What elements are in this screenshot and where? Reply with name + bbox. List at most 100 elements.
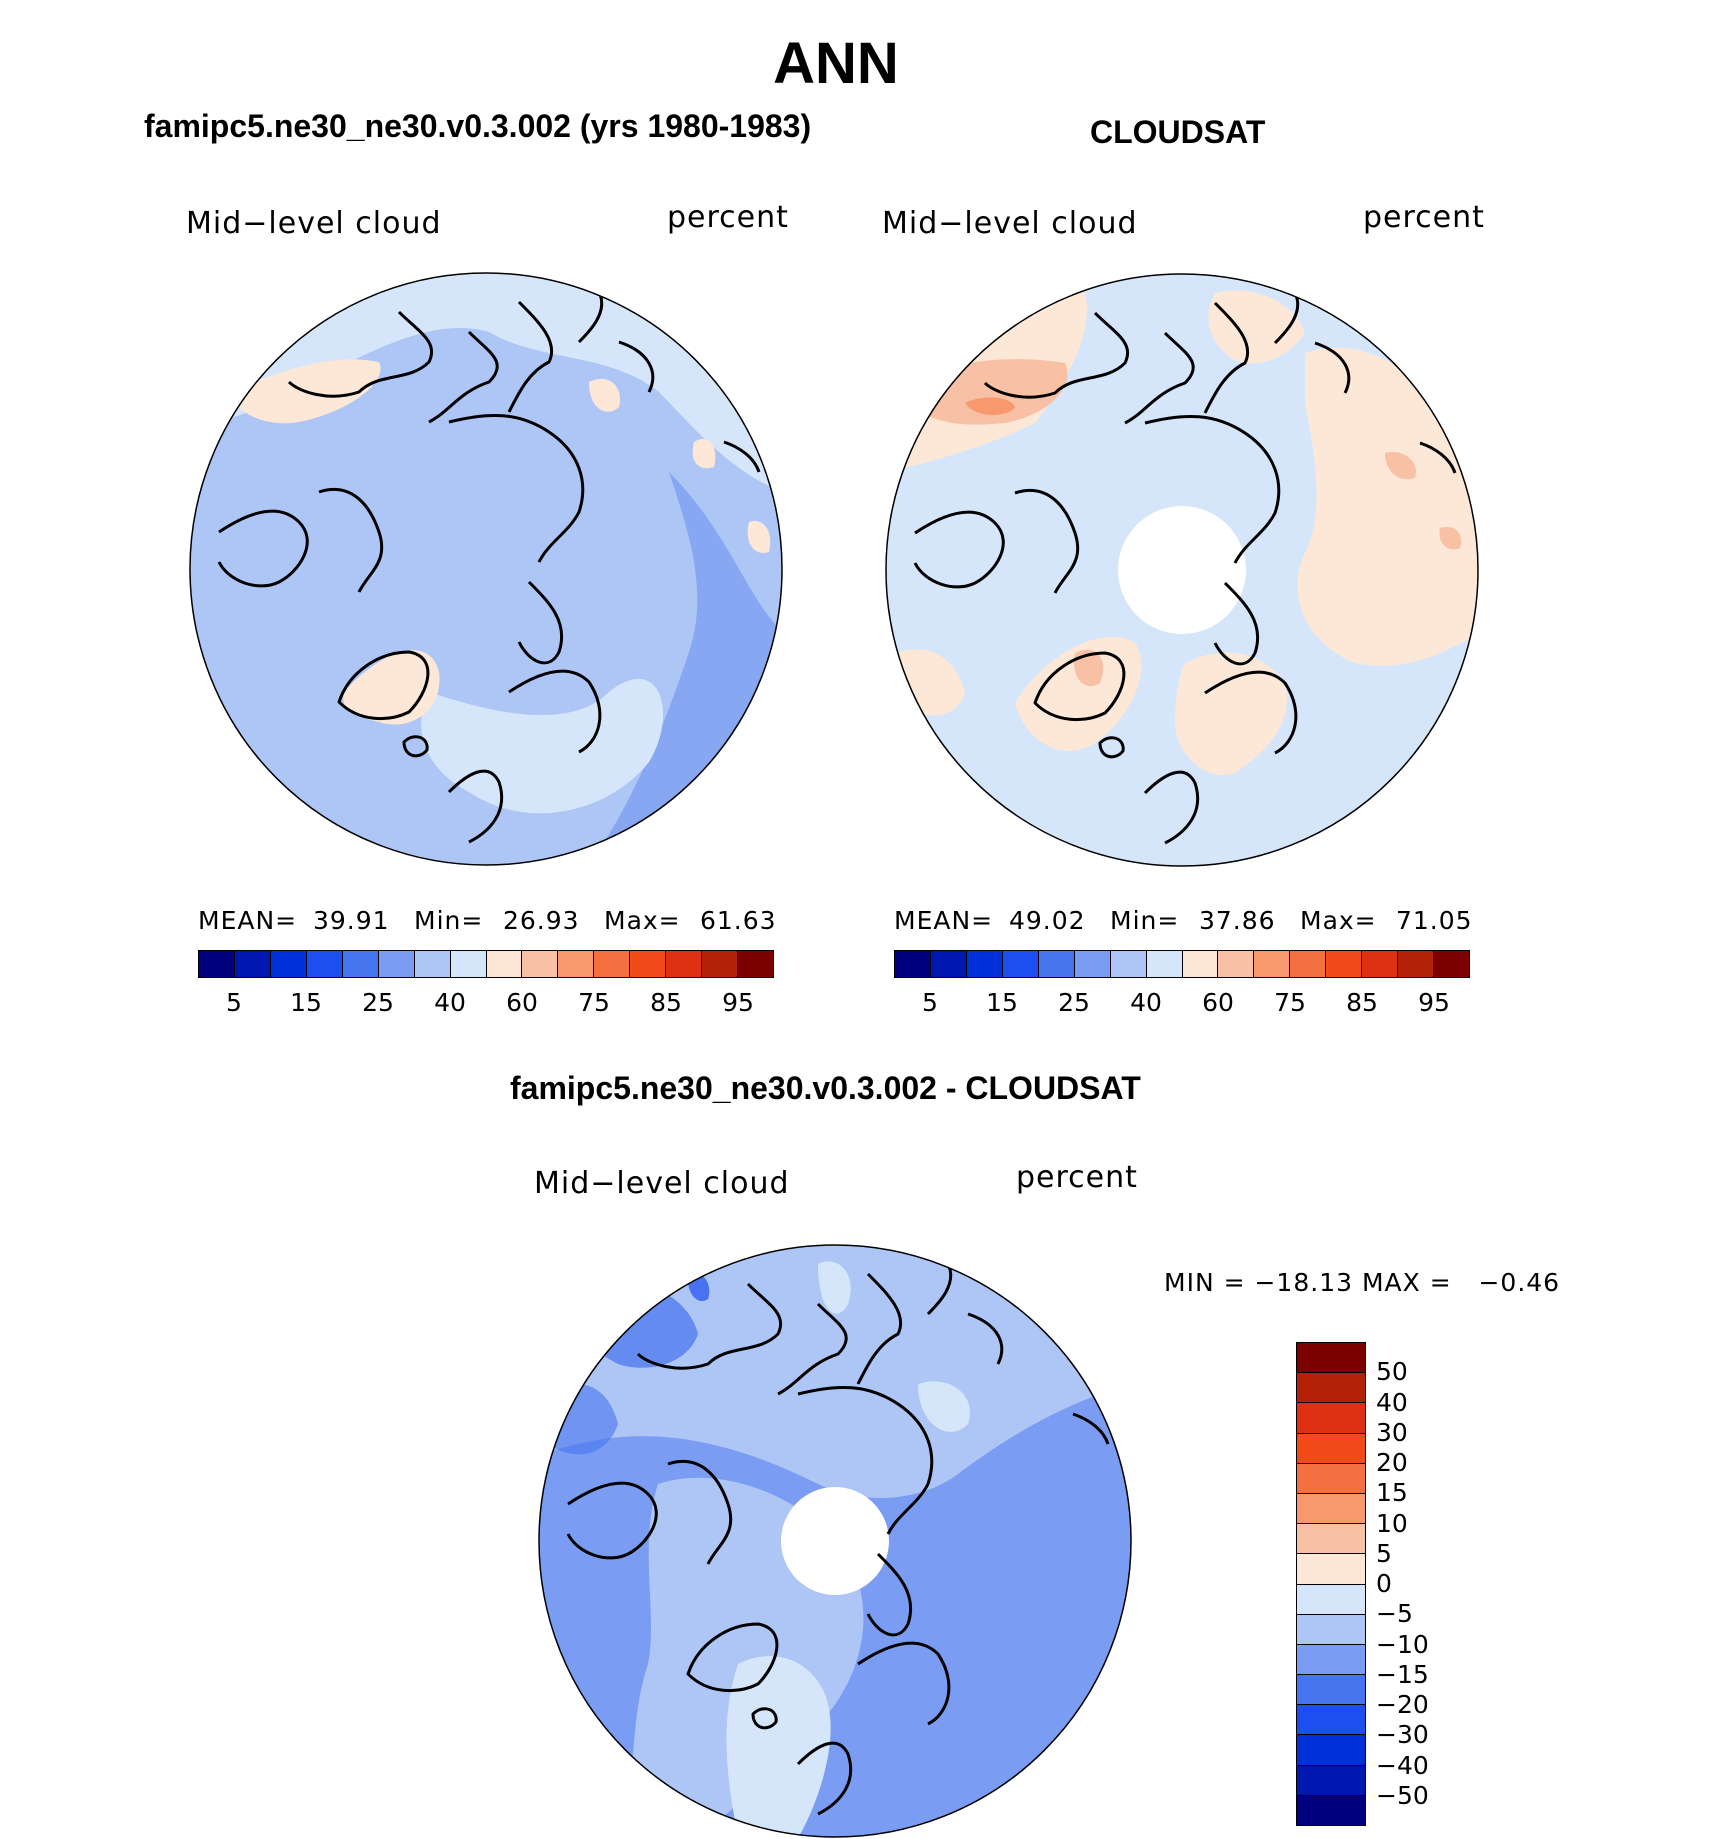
obs-warm-region-east [1297,347,1478,666]
model-colorbar-swatch-6 [414,951,451,977]
model-panel-title: famipc5.ne30_ne30.v0.3.002 (yrs 1980-198… [144,108,812,144]
diff-colorbar-swatch-3 [1297,1433,1365,1464]
diff-colorbar-swatch-15 [1297,1795,1365,1825]
diff-colorbar-tick-13: −40 [1376,1750,1429,1780]
model-warm-patch-1 [589,378,620,412]
diff-lighter-north [539,1245,1131,1498]
model-colorbar-tick-5: 75 [578,988,610,1017]
diff-colorbar-swatch-1 [1297,1373,1365,1404]
obs-colorbar-swatch-8 [1182,951,1219,977]
obs-colorbar-tick-5: 75 [1274,988,1306,1017]
model-mean-value: 39.91 [313,906,390,935]
obs-colorbar-tick-2: 25 [1058,988,1090,1017]
obs-warm-region-north [1208,290,1305,364]
diff-colorbar-swatch-14 [1297,1765,1365,1796]
diff-colorbar-swatch-10 [1297,1644,1365,1676]
diff-colorbar-swatch-2 [1297,1403,1365,1434]
obs-panel-title: CLOUDSAT [1090,114,1266,150]
obs-colorbar-swatch-12 [1326,951,1363,977]
diff-colorbar-swatch-13 [1297,1735,1365,1766]
diff-colorbar-tick-11: −20 [1376,1690,1429,1719]
obs-colorbar-swatch-6 [1110,951,1147,977]
model-colorbar-tick-1: 15 [290,988,322,1017]
diff-colorbar-tick-5: 10 [1376,1508,1408,1538]
model-colorbar-swatch-2 [270,951,307,977]
obs-colorbar-swatch-1 [930,951,967,977]
model-min-label: Min= [414,906,484,935]
model-colorbar-tick-3: 40 [434,988,466,1017]
diff-colorbar-tick-12: −30 [1376,1720,1429,1750]
obs-max-label: Max= [1300,906,1377,935]
model-colorbar-tick-4: 60 [506,988,538,1017]
diff-colorbar-swatch-0 [1297,1343,1365,1374]
obs-colorbar-swatch-4 [1038,951,1075,977]
diff-colorbar-swatch-9 [1297,1614,1365,1645]
model-colorbar-swatch-4 [342,951,379,977]
obs-colorbar-tick-6: 85 [1346,988,1378,1017]
obs-warm-region-europe [1175,652,1287,775]
diff-colorbar-tick-1: 40 [1376,1387,1408,1417]
model-colorbar [198,950,774,978]
model-colorbar-swatch-3 [306,951,343,977]
model-colorbar-swatch-7 [450,951,487,977]
model-colorbar-tick-2: 25 [362,988,394,1017]
diff-colorbar-tick-3: 20 [1376,1448,1408,1477]
diff-colorbar-swatch-11 [1297,1675,1365,1706]
obs-colorbar-swatch-10 [1254,951,1291,977]
diff-light-patch-2 [918,1381,970,1432]
model-europe-light-region [421,678,664,814]
obs-colorbar-tick-7: 95 [1418,988,1450,1017]
obs-variable-label: Mid−level cloud [882,206,1138,241]
diff-colorbar-tick-0: 50 [1376,1357,1408,1387]
obs-warm-region-greenland [1015,636,1142,751]
model-mean-label: MEAN= [198,906,298,935]
diff-colorbar-swatch-5 [1297,1493,1365,1525]
model-colorbar-swatch-13 [666,951,703,977]
diff-lightest-atlantic [726,1656,831,1837]
diff-variable-label: Mid−level cloud [534,1166,790,1201]
model-colorbar-tick-6: 85 [650,988,682,1017]
diff-colorbar-swatch-8 [1297,1584,1365,1615]
model-colorbar-swatch-15 [738,951,773,977]
model-colorbar-tick-0: 5 [226,988,242,1017]
model-colorbar-swatch-11 [594,951,631,977]
obs-colorbar-tick-4: 60 [1202,988,1234,1017]
figure-title: ANN [773,31,899,96]
model-max-label: Max= [604,906,681,935]
obs-warm-peak-asia [965,397,1015,415]
model-colorbar-swatch-14 [702,951,739,977]
obs-mean-value: 49.02 [1009,906,1086,935]
diff-colorbar [1296,1342,1366,1826]
obs-warm-core-greenland [1074,649,1104,687]
diff-colorbar-tick-7: 0 [1376,1569,1392,1598]
obs-min-label: Min= [1110,906,1180,935]
obs-colorbar-swatch-11 [1290,951,1327,977]
model-variable-label: Mid−level cloud [186,206,442,241]
model-max-value: 61.63 [700,906,777,935]
diff-colorbar-tick-4: 15 [1376,1478,1408,1508]
diff-colorbar-tick-6: 5 [1376,1538,1392,1568]
diff-colorbar-swatch-6 [1297,1524,1365,1555]
obs-colorbar-swatch-13 [1362,951,1399,977]
diff-colorbar-swatch-12 [1297,1705,1365,1736]
model-colorbar-swatch-5 [378,951,415,977]
diff-colorbar-swatch-7 [1297,1554,1365,1585]
obs-missing-polar-hole [1118,506,1246,634]
model-warm-patch-2 [692,438,716,469]
obs-colorbar-swatch-9 [1218,951,1255,977]
model-units-label: percent [667,200,789,235]
obs-colorbar-swatch-15 [1434,951,1469,977]
model-colorbar-swatch-10 [558,951,595,977]
obs-warm-patch-2 [1439,526,1462,550]
diff-colorbar-tick-2: 30 [1376,1417,1408,1447]
model-polar-map [189,272,783,866]
obs-coastlines [913,292,1457,845]
diff-units-label: percent [1016,1160,1138,1195]
obs-colorbar-tick-0: 5 [922,988,938,1017]
diff-light-patch-1 [818,1261,851,1314]
model-colorbar-swatch-8 [486,951,523,977]
model-coastlines [217,291,761,844]
diff-colorbar-swatch-4 [1297,1463,1365,1494]
model-colorbar-swatch-1 [234,951,271,977]
diff-coastlines [566,1263,1110,1816]
